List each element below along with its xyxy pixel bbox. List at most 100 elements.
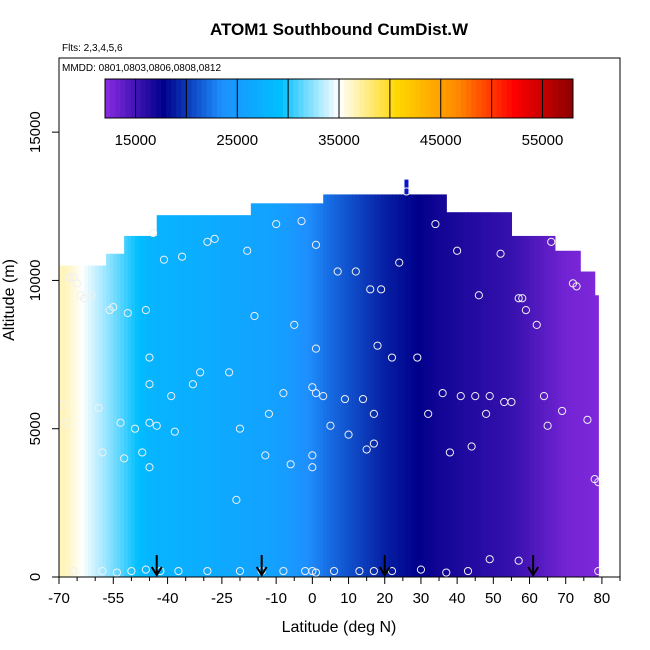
obs-point <box>413 353 422 362</box>
colorbar-segment <box>298 79 304 118</box>
obs-point <box>196 368 205 377</box>
colorbar-segment <box>318 79 325 118</box>
heatmap-cell <box>420 194 426 578</box>
obs-point <box>543 421 552 430</box>
heatmap-cell <box>482 212 487 577</box>
heatmap-cell <box>424 194 429 578</box>
colorbar-segment <box>125 79 131 118</box>
colorbar-segment <box>567 79 574 118</box>
heatmap-cell <box>547 235 552 577</box>
colorbar-segment <box>532 79 538 118</box>
obs-point <box>159 255 169 264</box>
heatmap-cell <box>145 235 151 577</box>
obs-point <box>474 291 483 300</box>
heatmap-cell <box>504 212 509 577</box>
obs-point <box>69 273 78 282</box>
heatmap-cell <box>580 271 585 577</box>
heatmap-cell <box>120 253 125 578</box>
heatmap-cell <box>431 194 437 578</box>
obs-point <box>170 427 179 436</box>
colorbar-segment <box>486 79 493 118</box>
obs-point <box>471 391 480 401</box>
heatmap-cell <box>98 265 104 577</box>
heatmap-cell <box>174 215 180 577</box>
colorbar-segment <box>450 79 457 118</box>
colorbar-segment <box>384 79 391 118</box>
down-arrow-icon <box>378 555 391 577</box>
arrow-head <box>150 566 163 577</box>
heatmap-cell <box>87 265 93 577</box>
heatmap-cell <box>529 235 534 577</box>
heatmap-cell <box>189 215 194 577</box>
obs-point <box>514 556 523 565</box>
obs-point <box>87 291 96 300</box>
colorbar-segment <box>420 79 426 118</box>
heatmap-cell <box>352 194 357 578</box>
obs-point <box>547 237 556 246</box>
colorbar-segment <box>262 79 269 118</box>
heatmap-cell <box>554 250 560 577</box>
obs-point <box>445 448 454 457</box>
obs-point <box>402 187 411 196</box>
colorbar-segment <box>562 79 569 118</box>
heatmap-cell <box>225 215 230 577</box>
obs-point <box>514 294 523 303</box>
colorbar-segment <box>227 79 233 118</box>
heatmap-cell <box>572 250 578 577</box>
obs-point <box>235 566 245 576</box>
obs-point <box>232 495 241 504</box>
colorbar-segment <box>344 79 350 118</box>
heatmap-cell <box>370 194 375 578</box>
obs-point <box>174 566 183 576</box>
colorbar-segment <box>252 79 259 118</box>
heatmap-cell <box>439 194 444 578</box>
heatmap-cell <box>326 194 332 578</box>
obs-point <box>496 249 505 258</box>
obs-point <box>203 566 212 576</box>
colorbar-segment <box>339 79 345 118</box>
heatmap-cell <box>381 194 386 578</box>
colorbar-segment <box>349 79 355 118</box>
heatmap-cell <box>135 235 140 577</box>
heatmap-cell <box>276 203 281 577</box>
heatmap-cell <box>363 194 368 578</box>
heatmap-cell <box>569 250 574 577</box>
heatmap-cell <box>59 265 64 577</box>
obs-point <box>69 566 78 576</box>
heatmap-cell <box>359 194 364 578</box>
down-arrow-icon <box>150 555 163 577</box>
obs-point <box>123 308 132 318</box>
x-tick-label: 40 <box>449 590 466 607</box>
x-tick-label: -25 <box>211 590 233 607</box>
heatmap-cell <box>102 265 107 577</box>
heatmap-cell <box>417 194 422 578</box>
heatmap-cell <box>254 203 259 577</box>
heatmap-cell <box>109 253 114 578</box>
obs-point <box>333 267 342 276</box>
heatmap-cell <box>149 235 154 577</box>
colorbar-segment <box>267 79 274 118</box>
colorbar-segment <box>115 79 121 118</box>
x-tick-label: 30 <box>413 590 430 607</box>
flight-arrows <box>150 555 539 577</box>
obs-point <box>594 478 603 487</box>
heatmap-cell <box>377 194 382 578</box>
obs-point <box>583 415 592 424</box>
colorbar-segment <box>461 79 467 118</box>
x-tick-label: 10 <box>340 590 357 607</box>
obs-point <box>539 391 549 401</box>
obs-point <box>297 217 306 226</box>
y-axis: 0 5000 10000 15000 <box>27 111 59 581</box>
heatmap-cell <box>399 194 404 578</box>
heatmap-cell <box>373 194 379 578</box>
colorbar-segment <box>476 79 482 118</box>
colorbar-segment <box>522 79 528 118</box>
colorbar-segment <box>303 79 309 118</box>
colorbar-segment <box>527 79 533 118</box>
obs-point <box>463 566 473 576</box>
heatmap-cell <box>106 253 111 578</box>
colorbar-segment <box>288 79 294 118</box>
colorbar-segment <box>323 79 330 118</box>
colorbar-segment <box>211 79 218 118</box>
obs-point <box>311 389 321 398</box>
